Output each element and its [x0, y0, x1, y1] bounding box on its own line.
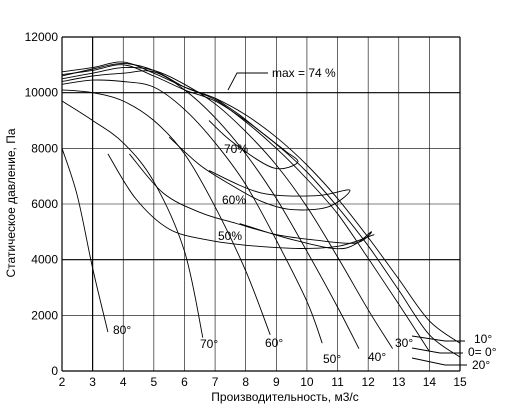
y-tick-label: 4000 [31, 253, 58, 267]
leader-max-74 [227, 72, 268, 91]
x-tick-label: 5 [151, 375, 158, 389]
annotation-80: 80° [113, 323, 131, 337]
annotation-0-0: 0= 0° [468, 345, 497, 359]
x-tick-label: 9 [273, 375, 280, 389]
x-tick-label: 6 [181, 375, 188, 389]
leader-20 [411, 357, 467, 366]
x-tick-label: 2 [59, 375, 66, 389]
series-line-50 [61, 79, 323, 344]
leader-0 [411, 347, 463, 354]
series-line-40 [61, 70, 360, 349]
y-tick-label: 6000 [31, 197, 58, 211]
grid [61, 36, 461, 372]
x-tick-label: 13 [392, 375, 406, 389]
x-tick-label: 4 [120, 375, 127, 389]
efficiency-curve-50 [107, 153, 375, 249]
annotation-40: 40° [368, 350, 386, 364]
blade-angle-curves [61, 61, 461, 358]
x-tick-label: 7 [212, 375, 219, 389]
series-line-70 [61, 100, 204, 338]
annotation-max-74: max = 74 % [272, 66, 336, 80]
series-line-60 [61, 89, 271, 335]
efficiency-curve-70 [168, 136, 351, 211]
y-tick-label: 12000 [25, 30, 59, 44]
y-tick-label: 10000 [25, 86, 59, 100]
x-axis-title: Производительность, м3/с [211, 390, 358, 404]
x-tick-label: 3 [89, 375, 96, 389]
annotation-20: 20° [472, 358, 490, 372]
efficiency-curve-max-74 [208, 97, 299, 170]
annotation-60: 60° [265, 336, 283, 350]
series-line-20 [61, 62, 430, 352]
x-tick-label: 10 [300, 375, 314, 389]
y-tick-label: 0 [51, 364, 58, 378]
x-tick-label: 15 [453, 375, 467, 389]
efficiency-curve-60 [129, 153, 372, 250]
leader-lines [227, 72, 467, 366]
series-line-80 [61, 148, 109, 333]
annotation-30: 30° [395, 336, 413, 350]
efficiency-curves [107, 97, 375, 250]
x-axis-tick-labels: 2 3 4 5 6 7 8 9 10 11 12 13 14 15 [59, 375, 467, 389]
y-axis-title: Статическое давление, Па [4, 128, 18, 277]
x-tick-label: 14 [423, 375, 437, 389]
x-tick-label: 8 [242, 375, 249, 389]
annotation-60: 60% [222, 193, 246, 207]
leader-10 [411, 335, 465, 342]
curve-annotations: max = 74 % 70% 60% 50% 80° 70° 60° 50° 40° 30° 10°… [113, 66, 497, 372]
y-axis-tick-labels: 0 2000 4000 6000 8000 10000 12000 [25, 30, 59, 378]
x-tick-label: 12 [361, 375, 375, 389]
annotation-50: 50° [323, 352, 341, 366]
series-line-30 [61, 67, 393, 349]
series-line-10 [61, 61, 461, 344]
annotation-50: 50% [218, 229, 242, 243]
annotation-70: 70% [224, 142, 248, 156]
y-tick-label: 8000 [31, 141, 58, 155]
annotation-10: 10° [474, 332, 492, 346]
x-tick-label: 11 [331, 375, 344, 389]
y-tick-label: 2000 [31, 308, 58, 322]
annotation-70: 70° [200, 337, 218, 351]
